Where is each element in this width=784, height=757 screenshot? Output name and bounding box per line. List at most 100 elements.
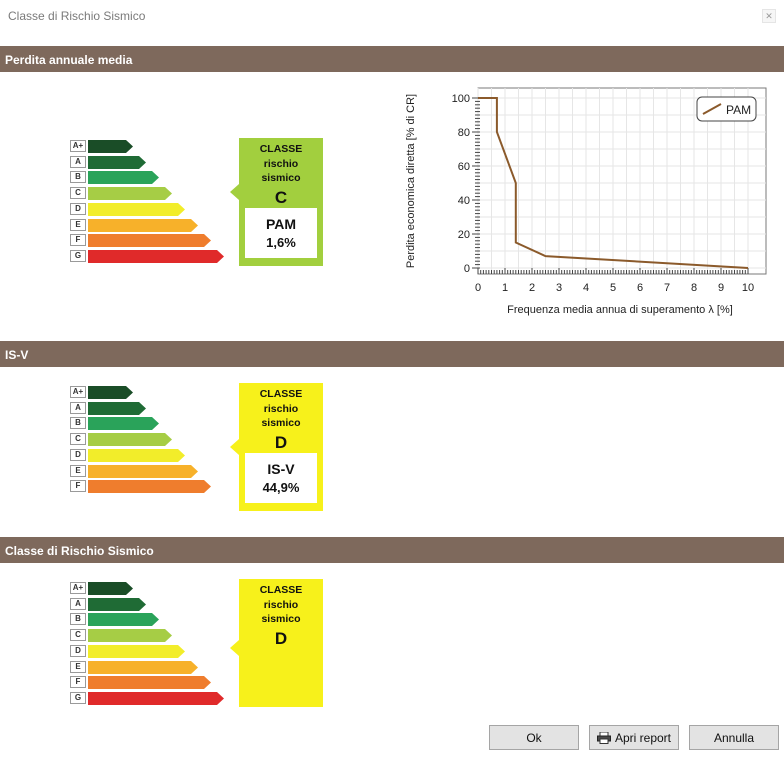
close-button[interactable]: ✕ xyxy=(762,9,776,23)
scale-arrow xyxy=(88,660,198,674)
scale-arrow xyxy=(88,202,185,216)
y-tick-label: 60 xyxy=(458,161,470,173)
scale-arrow xyxy=(88,417,159,431)
scale-arrow xyxy=(88,480,211,494)
y-tick-label: 20 xyxy=(458,229,470,241)
scale-arrow xyxy=(88,629,172,643)
chart-grid xyxy=(477,88,766,274)
pam-value: 1,6% xyxy=(266,235,296,250)
section-header-isv: IS-V xyxy=(0,341,784,367)
close-icon: ✕ xyxy=(765,11,773,21)
class-box-isv: CLASSE rischio sismico D IS-V 44,9% xyxy=(230,383,323,511)
x-tick-label: 5 xyxy=(610,282,616,294)
scale-arrow xyxy=(88,448,185,462)
class-box-crs: CLASSE rischio sismico D xyxy=(230,579,323,707)
class-pointer xyxy=(230,184,239,200)
scale-arrow xyxy=(88,171,159,185)
x-tick-label: 1 xyxy=(502,282,508,294)
section-header-crs: Classe di Rischio Sismico xyxy=(0,537,784,563)
scale-label: B xyxy=(70,171,86,184)
scale-arrow xyxy=(88,386,133,399)
chart-legend: PAM xyxy=(696,96,757,122)
x-tick-label: 4 xyxy=(583,282,589,294)
legend-swatch xyxy=(702,103,722,115)
scale-label: E xyxy=(70,660,86,673)
scale-label: A xyxy=(70,155,86,168)
open-report-button[interactable]: Apri report xyxy=(589,725,679,750)
pam-value-label: PAM xyxy=(265,216,297,232)
cancel-button-label: Annulla xyxy=(713,730,755,745)
scale-arrow xyxy=(88,691,224,705)
class-pointer xyxy=(230,439,239,455)
scale-arrow xyxy=(88,644,185,658)
scale-arrow xyxy=(88,597,146,611)
ok-button-label: Ok xyxy=(526,730,542,745)
scale-label: G xyxy=(70,249,86,262)
scale-label: E xyxy=(70,218,86,231)
y-tick-label: 40 xyxy=(458,195,470,207)
y-tick-label: 80 xyxy=(458,127,470,139)
cancel-button[interactable]: Annulla xyxy=(689,725,779,750)
y-tick-label: 100 xyxy=(452,93,470,105)
class-letter: D xyxy=(274,433,288,452)
scale-arrow xyxy=(88,234,211,248)
isv-value: 44,9% xyxy=(262,480,300,495)
class-letter: D xyxy=(274,629,288,648)
scale-label: F xyxy=(70,234,86,247)
y-axis-label: Perdita economica diretta [% di CR] xyxy=(405,94,417,268)
scale-label: A+ xyxy=(70,140,86,152)
scale-arrow xyxy=(88,433,172,447)
window-titlebar: Classe di Rischio Sismico ✕ xyxy=(0,0,784,32)
scale-label: B xyxy=(70,613,86,626)
scale-label: G xyxy=(70,691,86,704)
x-tick-label: 8 xyxy=(691,282,697,294)
scale-label: A xyxy=(70,401,86,414)
x-tick-label: 7 xyxy=(664,282,670,294)
y-tick-label: 0 xyxy=(464,263,470,275)
scale-label: C xyxy=(70,629,86,642)
scale-label: D xyxy=(70,448,86,461)
scale-label: B xyxy=(70,417,86,430)
scale-arrow xyxy=(88,613,159,627)
scale-label: C xyxy=(70,187,86,200)
scale-label: A xyxy=(70,597,86,610)
isv-value-label: IS-V xyxy=(267,461,295,477)
scale-label: F xyxy=(70,480,86,493)
scale-arrow xyxy=(88,140,133,153)
scale-label: D xyxy=(70,202,86,215)
scale-arrow xyxy=(88,464,198,478)
scale-arrow xyxy=(88,582,133,595)
scale-arrow xyxy=(88,187,172,201)
class-title: CLASSE rischio sismico xyxy=(259,143,303,184)
scale-arrow xyxy=(88,155,146,169)
class-title: CLASSE rischio sismico xyxy=(259,584,303,625)
scale-label: D xyxy=(70,644,86,657)
scale-arrow xyxy=(88,249,224,263)
x-tick-label: 2 xyxy=(529,282,535,294)
scale-arrow xyxy=(88,218,198,232)
pam-chart: 0 1 2 3 4 5 6 7 8 9 10 0 20 40 60 80 100 PAM Frequenza m… xyxy=(398,80,768,325)
pam-value-box: PAM 1,6% xyxy=(245,208,317,258)
x-tick-label: 6 xyxy=(637,282,643,294)
scale-arrow xyxy=(88,401,146,415)
printer-icon xyxy=(596,731,611,744)
scale-label: A+ xyxy=(70,582,86,594)
x-tick-label: 3 xyxy=(556,282,562,294)
open-report-button-label: Apri report xyxy=(614,730,672,745)
scale-label: A+ xyxy=(70,386,86,398)
window-title: Classe di Rischio Sismico xyxy=(8,9,146,23)
x-tick-label: 9 xyxy=(718,282,724,294)
x-tick-label: 10 xyxy=(742,282,754,294)
scale-label: E xyxy=(70,464,86,477)
isv-value-box: IS-V 44,9% xyxy=(245,453,317,503)
legend-label: PAM xyxy=(726,103,751,117)
legend-box xyxy=(696,96,757,122)
scale-arrow xyxy=(88,676,211,690)
section-title: IS-V xyxy=(5,348,29,362)
class-letter: C xyxy=(274,188,288,207)
ok-button[interactable]: Ok xyxy=(489,725,579,750)
class-box-pam: CLASSE rischio sismico C PAM 1,6% xyxy=(230,138,323,266)
x-axis-label: Frequenza media annua di superamento λ [… xyxy=(507,304,733,316)
